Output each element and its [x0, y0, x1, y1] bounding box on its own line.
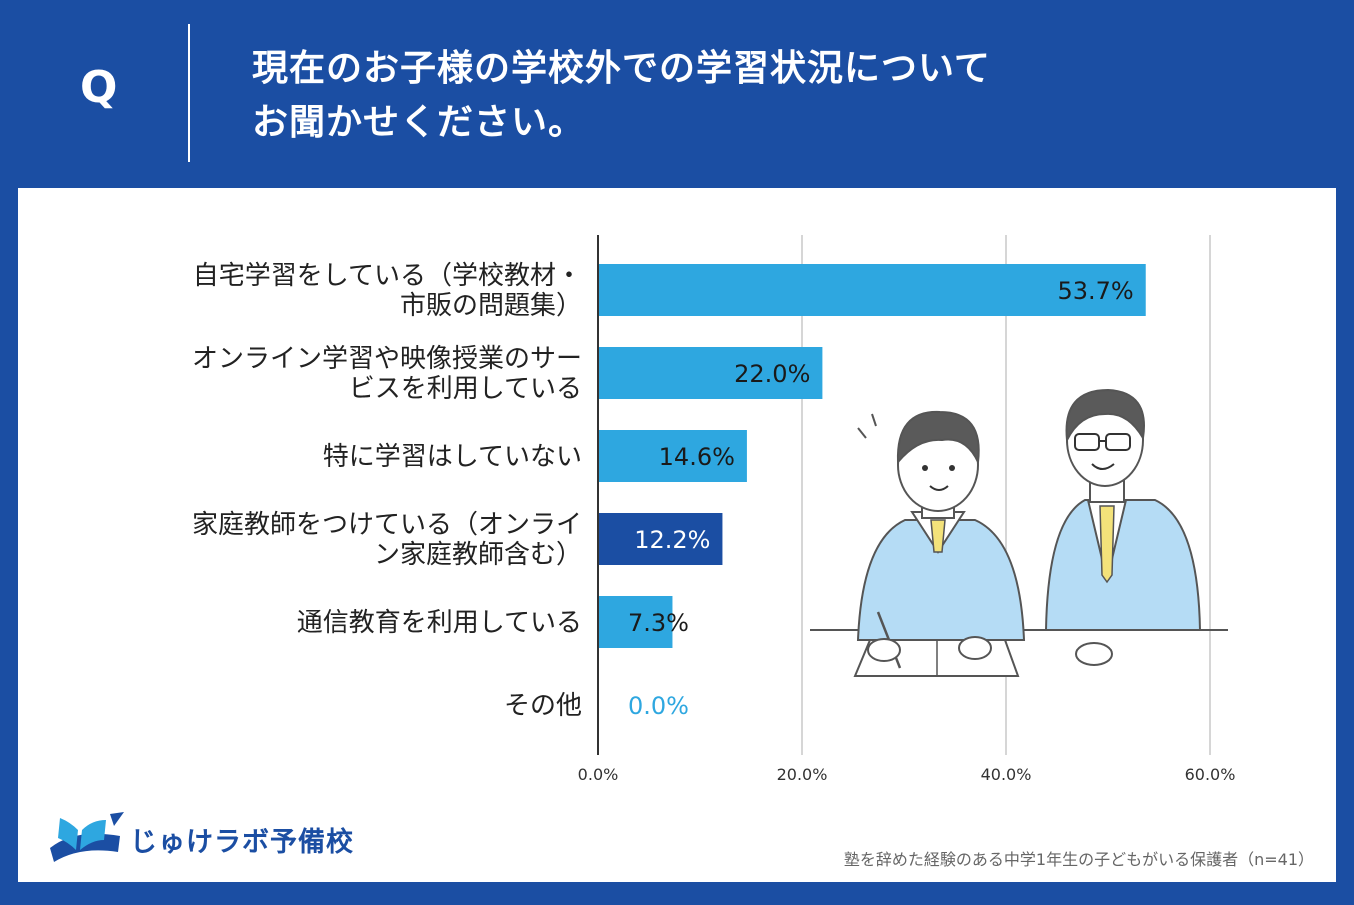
x-tick-label: 60.0%: [1185, 765, 1236, 784]
bars-layer: [598, 264, 1146, 648]
bar: [598, 430, 747, 482]
x-tick-label: 40.0%: [981, 765, 1032, 784]
bar: [598, 596, 673, 648]
students-illustration: [810, 388, 1228, 677]
category-label: ビスを利用している: [349, 374, 582, 404]
category-label: ン家庭教師含む）: [374, 540, 582, 570]
bar-value-label: 0.0%: [628, 692, 689, 720]
bar-value-label: 12.2%: [634, 526, 710, 554]
brand-logo-text: じゅけラボ予備校: [130, 827, 354, 858]
bar: [598, 264, 1146, 316]
bar-value-label: 53.7%: [1057, 277, 1133, 305]
category-label: その他: [504, 691, 582, 721]
question-text: 現在のお子様の学校外での学習状況について お聞かせください。: [252, 42, 991, 150]
labels-layer: 0.0% 20.0% 40.0% 60.0% 53.7% 自宅学習をしている（学校教材・市…: [192, 261, 1235, 784]
bar-value-label: 22.0%: [734, 360, 810, 388]
question-mark-label: Q: [80, 62, 118, 113]
x-tick-label: 20.0%: [777, 765, 828, 784]
category-label: オンライン学習や映像授業のサー: [192, 344, 582, 374]
category-label: 特に学習はしていない: [323, 442, 582, 472]
bar-value-label: 14.6%: [659, 443, 735, 471]
book-logo-icon: [50, 812, 124, 862]
header-divider: [188, 24, 190, 162]
category-label: 市販の問題集）: [400, 291, 582, 321]
category-label: 通信教育を利用している: [297, 608, 582, 638]
question-line-2: お聞かせください。: [252, 102, 586, 143]
category-label: 家庭教師をつけている（オンライ: [192, 510, 582, 540]
bar: [598, 347, 823, 399]
x-tick-label: 0.0%: [578, 765, 619, 784]
bar-value-label: 7.3%: [628, 609, 689, 637]
question-line-1: 現在のお子様の学校外での学習状況について: [252, 48, 991, 89]
category-label: 自宅学習をしている（学校教材・: [193, 261, 582, 291]
bar: [598, 513, 723, 565]
sample-footnote: 塾を辞めた経験のある中学1年生の子どもがいる保護者（n=41）: [843, 850, 1314, 869]
